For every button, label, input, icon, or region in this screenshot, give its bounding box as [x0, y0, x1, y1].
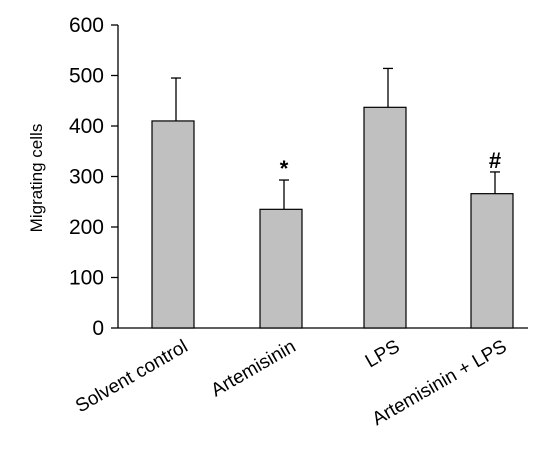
bar — [259, 208, 303, 329]
bar — [363, 106, 407, 329]
significance-marker: # — [489, 148, 501, 173]
y-axis-title-group: Migrating cells — [27, 124, 46, 233]
bar — [151, 120, 195, 329]
y-tick-label: 300 — [69, 166, 104, 189]
y-axis-title: Migrating cells — [27, 124, 46, 233]
x-tick-label: LPS — [362, 336, 404, 372]
x-tick-label: Solvent control — [72, 336, 191, 417]
significance-marker: * — [280, 156, 289, 181]
bar — [470, 193, 514, 329]
bar-annotations: * # — [280, 148, 501, 181]
x-tick-label: Artemisinin — [208, 336, 300, 401]
y-axis-ticks: 0 100 200 300 400 500 600 — [69, 14, 118, 340]
bars — [151, 106, 514, 329]
y-tick-label: 500 — [69, 65, 104, 88]
y-tick-label: 0 — [92, 317, 104, 340]
x-axis-ticks: Solvent control Artemisinin LPSArtemisinin… — [72, 336, 510, 430]
y-tick-label: 100 — [69, 267, 104, 290]
y-tick-label: 200 — [69, 216, 104, 239]
error-bars — [171, 67, 500, 210]
y-tick-label: 600 — [69, 14, 104, 37]
y-tick-label: 400 — [69, 115, 104, 138]
